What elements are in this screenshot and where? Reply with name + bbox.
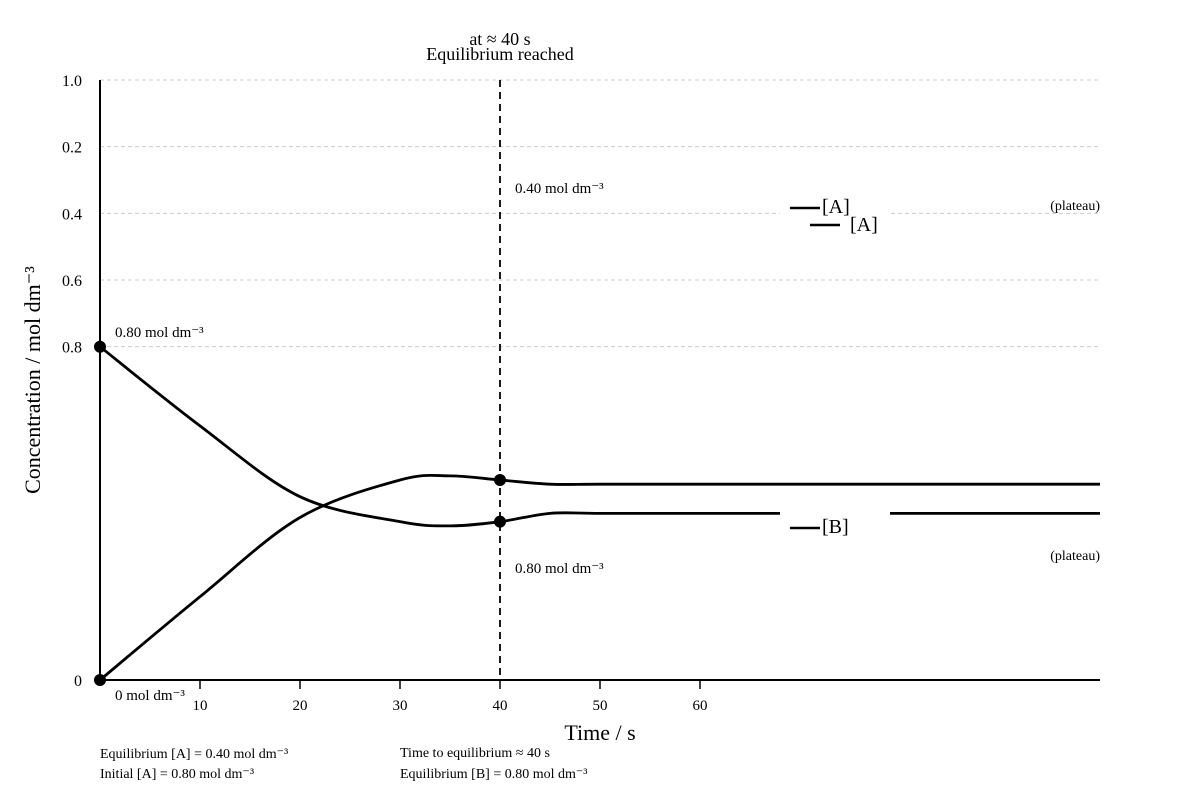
b-equilibrium-label: 0.80 mol dm⁻³: [515, 561, 604, 577]
y-tick-label: 0.4: [62, 206, 82, 223]
note-equilibrium-b: Equilibrium [B] = 0.80 mol dm⁻³: [400, 767, 588, 782]
a-equilibrium-label: 0.40 mol dm⁻³: [515, 181, 604, 197]
series-a-line: [99, 345, 1100, 528]
y-tick-label: 0: [74, 673, 82, 690]
note-time-to-equilibrium: Time to equilibrium ≈ 40 s: [400, 746, 550, 761]
x-tick-labels: 10 20 30 40 50 60: [193, 680, 708, 714]
legend: [A] [B]: [790, 196, 850, 538]
data-point: [494, 515, 506, 528]
ghost-legend-mask: [780, 190, 890, 216]
grid-lines: [100, 79, 1100, 348]
b-initial-label: 0 mol dm⁻³: [115, 688, 185, 704]
legend-b-background: [780, 512, 890, 540]
x-tick-label: 40: [493, 698, 508, 714]
ghost-legend-label: [A]: [850, 214, 878, 236]
y-tick-label: 0.8: [62, 340, 82, 357]
legend-b-label: [B]: [822, 516, 849, 538]
data-points: [94, 340, 506, 686]
series-lines: [99, 345, 1100, 682]
data-point: [94, 340, 106, 353]
y-tick-label: 0.2: [62, 140, 82, 157]
a-plateau-label: (plateau): [1050, 199, 1100, 214]
a-initial-label: 0.80 mol dm⁻³: [115, 325, 204, 341]
data-point: [494, 474, 506, 487]
x-axis-title: Time / s: [564, 720, 635, 745]
legend-a-label: [A]: [822, 196, 850, 218]
equilibrium-line-label-top: at ≈ 40 s: [469, 29, 530, 49]
y-axis-title: Concentration / mol dm⁻³: [20, 266, 45, 494]
equilibrium-line-label: Equilibrium reached: [426, 44, 573, 64]
b-plateau-label: (plateau): [1050, 549, 1100, 564]
y-tick-label: 1.0: [62, 73, 82, 90]
x-tick-label: 20: [293, 698, 308, 714]
y-tick-label: 0.6: [62, 273, 82, 290]
note-equilibrium-a: Equilibrium [A] = 0.40 mol dm⁻³: [100, 747, 289, 762]
x-tick-label: 30: [393, 698, 408, 714]
note-initial-a: Initial [A] = 0.80 mol dm⁻³: [100, 767, 255, 782]
axes: [99, 80, 1100, 681]
x-tick-label: 50: [593, 698, 608, 714]
series-b-line: [99, 473, 1100, 682]
x-tick-label: 10: [193, 698, 208, 714]
x-tick-label: 60: [693, 698, 708, 714]
data-point: [94, 674, 106, 686]
y-tick-labels: 1.0 0.2 0.4 0.6 0.8 0: [62, 73, 82, 690]
